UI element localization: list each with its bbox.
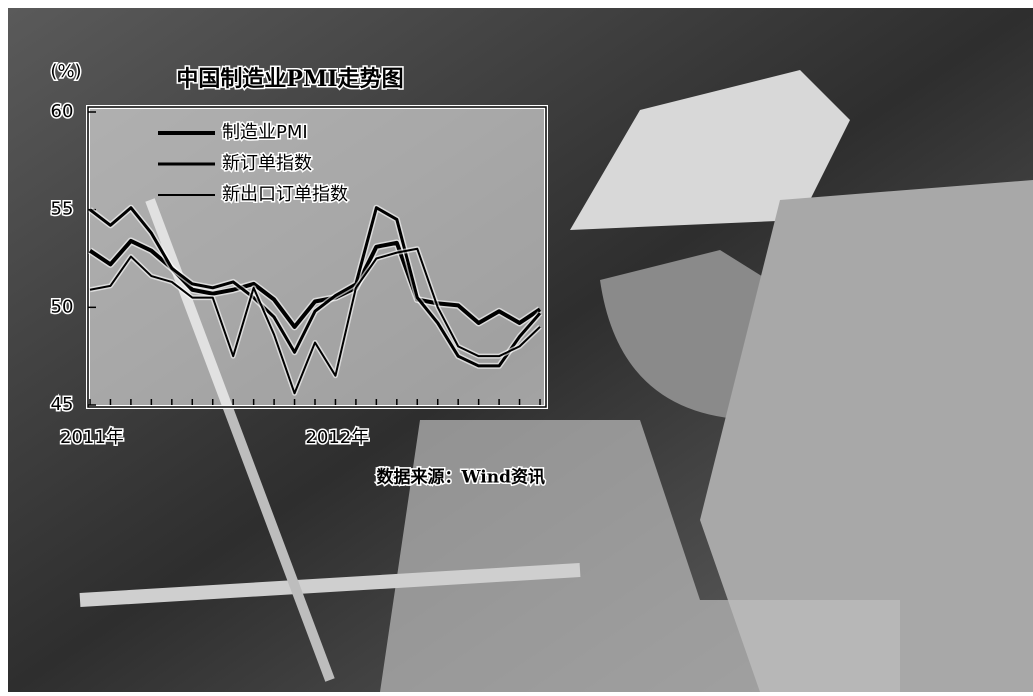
photo-body <box>700 180 1033 692</box>
y-tick-label: 45 <box>51 394 74 415</box>
legend-label: 制造业PMI <box>222 122 308 143</box>
series-line <box>89 206 542 368</box>
x-tick-label: 2012年 <box>305 427 369 448</box>
y-tick-label: 50 <box>51 296 74 317</box>
legend-label: 新订单指数 <box>222 153 312 174</box>
source-note: 数据来源：Wind资讯 <box>377 467 546 488</box>
photo-bar <box>79 563 581 607</box>
photo-headscarf <box>570 70 850 230</box>
photo-machine <box>380 420 900 692</box>
chart-title: 中国制造业PMI走势图 <box>176 66 403 92</box>
y-tick-label: 60 <box>51 101 74 122</box>
series-line <box>89 247 541 395</box>
legend-label: 新出口订单指数 <box>222 184 348 205</box>
y-tick-label: 55 <box>51 199 74 220</box>
plot-frame <box>87 106 547 408</box>
unit-label: (%) <box>50 61 81 82</box>
x-tick-label: 2011年 <box>60 427 124 448</box>
